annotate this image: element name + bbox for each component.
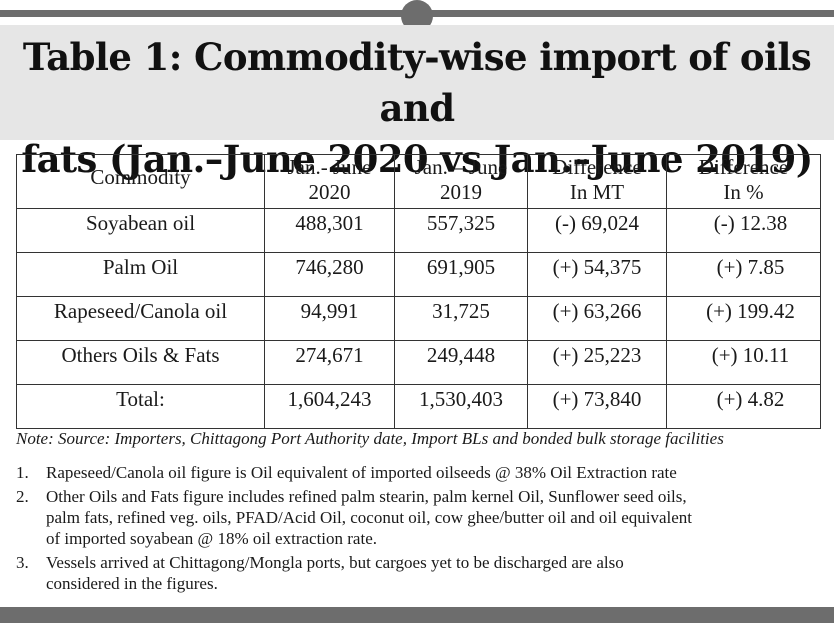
cell-commodity: Total: [16,384,265,429]
cell-difference-pct: (+) 199.42 [666,296,821,341]
cell-2019: 1,530,403 [394,384,528,429]
footnote-item: 3. Vessels arrived at Chittagong/Mongla … [16,552,821,594]
header-jan-june-2020: Jan.- June 2020 [264,154,395,209]
footnote-number: 1. [16,463,29,482]
footnote-number: 2. [16,487,29,506]
cell-difference-pct: (+) 4.82 [666,384,821,429]
cell-difference-mt: (+) 63,266 [527,296,667,341]
source-note: Note: Source: Importers, Chittagong Port… [16,429,724,448]
cell-commodity: Others Oils & Fats [16,340,265,385]
cell-difference-mt: (+) 25,223 [527,340,667,385]
cell-commodity: Soyabean oil [16,208,265,253]
cell-2020: 746,280 [264,252,395,297]
table-row: Others Oils & Fats 274,671 249,448 (+) 2… [16,340,821,385]
table-row: Rapeseed/Canola oil 94,991 31,725 (+) 63… [16,296,821,341]
cell-2020: 274,671 [264,340,395,385]
footnote-line: palm fats, refined veg. oils, PFAD/Acid … [46,508,693,527]
cell-2019: 557,325 [394,208,528,253]
bottom-rule [0,607,834,623]
table-row: Soyabean oil 488,301 557,325 (-) 69,024 … [16,208,821,253]
table-row: Palm Oil 746,280 691,905 (+) 54,375 (+) … [16,252,821,297]
cell-difference-pct: (+) 7.85 [666,252,821,297]
footnote-item: 1. Rapeseed/Canola oil figure is Oil equ… [16,462,821,483]
header-row: Commodity Jan.- June 2020 Jan. – June 20… [16,154,821,209]
cell-2020: 94,991 [264,296,395,341]
title-band [0,25,834,140]
table-row-total: Total: 1,604,243 1,530,403 (+) 73,840 (+… [16,384,821,429]
cell-difference-pct: (-) 12.38 [666,208,821,253]
cell-2020: 488,301 [264,208,395,253]
header-difference-pct: Difference In % [666,154,821,209]
footnote-line: of imported soyabean @ 18% oil extractio… [46,529,377,548]
cell-2019: 691,905 [394,252,528,297]
cell-difference-mt: (+) 54,375 [527,252,667,297]
cell-2020: 1,604,243 [264,384,395,429]
cell-commodity: Palm Oil [16,252,265,297]
cell-commodity: Rapeseed/Canola oil [16,296,265,341]
cell-difference-mt: (+) 73,840 [527,384,667,429]
cell-difference-pct: (+) 10.11 [666,340,821,385]
cell-2019: 249,448 [394,340,528,385]
footnotes: 1. Rapeseed/Canola oil figure is Oil equ… [16,462,821,597]
header-difference-mt: Difference In MT [527,154,667,209]
footnote-line: Rapeseed/Canola oil figure is Oil equiva… [46,463,677,482]
cell-2019: 31,725 [394,296,528,341]
header-jan-june-2019: Jan. – June 2019 [394,154,528,209]
title-line-1: Table 1: Commodity-wise import of oils a… [22,35,812,130]
cell-difference-mt: (-) 69,024 [527,208,667,253]
footnote-line: Vessels arrived at Chittagong/Mongla por… [46,553,624,572]
footnote-line: considered in the figures. [46,574,218,593]
footnote-item: 2. Other Oils and Fats figure includes r… [16,486,821,549]
import-table: Commodity Jan.- June 2020 Jan. – June 20… [16,154,821,429]
footnote-line: Other Oils and Fats figure includes refi… [46,487,687,506]
footnote-number: 3. [16,553,29,572]
header-commodity: Commodity [16,154,265,209]
